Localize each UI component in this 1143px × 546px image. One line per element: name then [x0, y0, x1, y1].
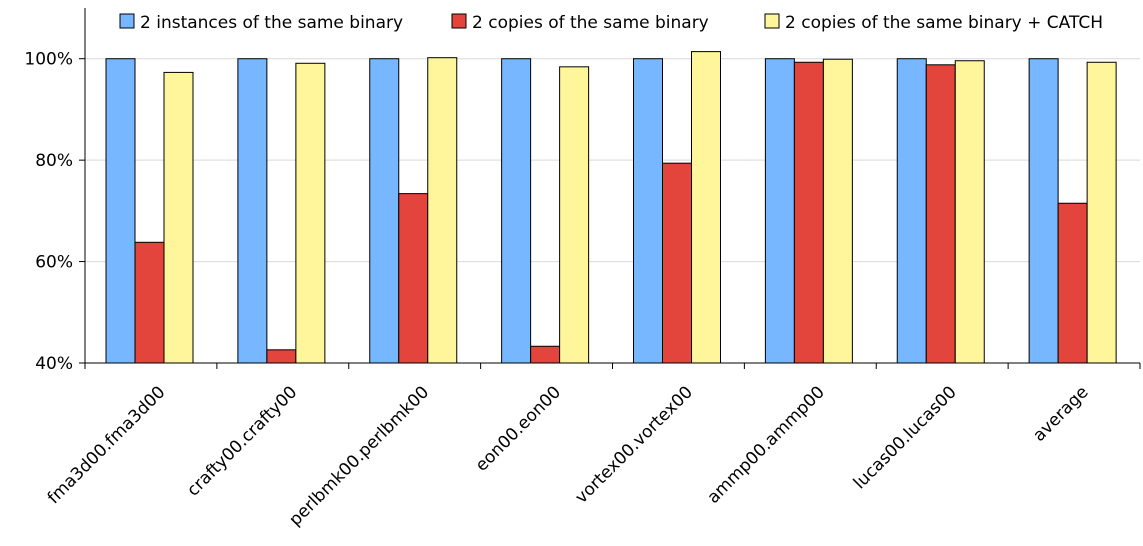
bar	[163, 71, 194, 364]
bar	[896, 58, 927, 364]
bar	[134, 241, 165, 364]
bar	[266, 349, 297, 364]
x-axis-labels: fma3d00.fma3d00 crafty00.crafty00perlbmk0…	[44, 382, 1093, 530]
bar	[237, 58, 268, 364]
bar	[764, 58, 795, 364]
bar	[954, 60, 985, 364]
bar	[793, 61, 824, 364]
bar	[925, 64, 956, 364]
bar	[369, 58, 400, 364]
bar	[1057, 202, 1088, 364]
bar	[295, 62, 326, 364]
bar	[691, 51, 721, 364]
x-tick-label: vortex00.vortex00	[572, 382, 697, 507]
axes	[84, 8, 1141, 369]
legend-label: 2 instances of the same binary	[140, 13, 403, 33]
y-axis-ticks: 40% 60% 80% 100%	[24, 50, 85, 374]
y-tick-label: 60%	[35, 253, 73, 273]
bar	[501, 58, 532, 364]
x-tick-label: fma3d00.fma3d00	[44, 382, 170, 508]
bar	[559, 66, 590, 364]
legend: 2 instances of the same binary 2 copies o…	[119, 13, 1103, 33]
y-tick-label: 80%	[35, 151, 73, 171]
y-tick-label: 100%	[24, 50, 73, 70]
x-tick-label: perlbmk00.perlbmk00	[285, 382, 433, 530]
bar	[427, 57, 458, 364]
x-tick-label: lucas00.lucas00	[850, 382, 961, 493]
legend-label: 2 copies of the same binary	[472, 13, 709, 33]
bars	[105, 51, 1117, 364]
x-tick-label: ammp00.ammp00	[703, 382, 828, 507]
bar	[105, 58, 136, 364]
bar	[1028, 58, 1059, 364]
bar	[822, 58, 853, 364]
bar	[1086, 61, 1117, 364]
y-tick-label: 40%	[35, 354, 73, 374]
bar	[662, 162, 692, 364]
legend-swatch	[119, 13, 135, 29]
x-tick-label: average	[1029, 382, 1092, 445]
x-tick-label: eon00.eon00	[472, 382, 565, 475]
legend-swatch	[764, 13, 780, 29]
bar	[633, 58, 663, 364]
legend-swatch	[451, 13, 467, 29]
x-tick-label: crafty00.crafty00	[183, 382, 301, 500]
bar	[398, 193, 429, 364]
bar	[530, 345, 561, 364]
legend-label: 2 copies of the same binary + CATCH	[785, 13, 1103, 33]
